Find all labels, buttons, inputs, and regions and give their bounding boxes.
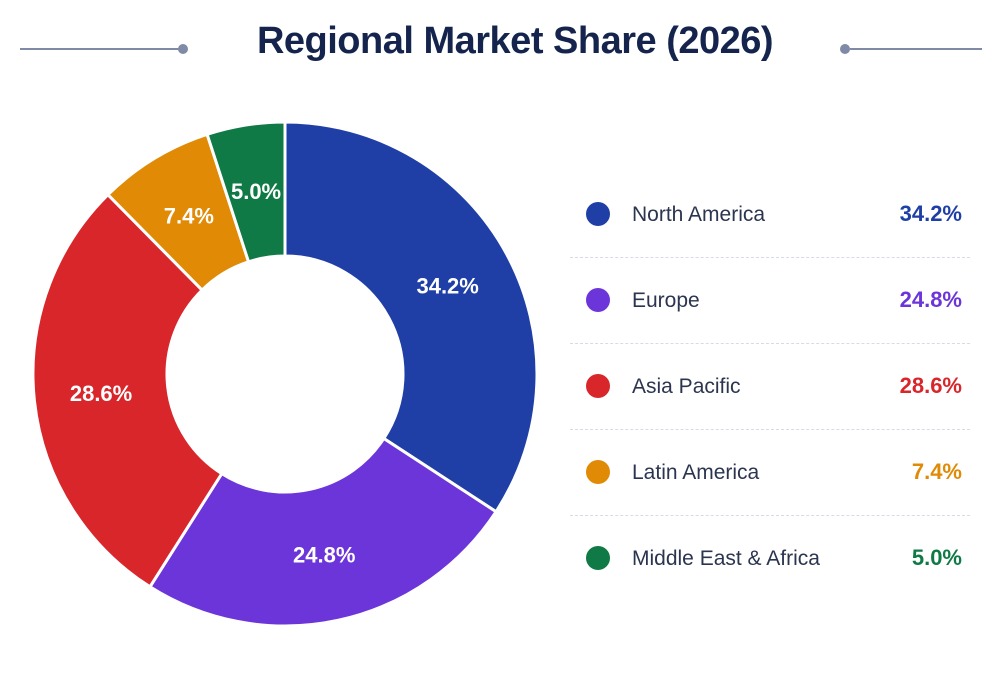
- legend-value: 34.2%: [899, 201, 962, 226]
- slice-value-label: 34.2%: [416, 273, 478, 298]
- legend-item: Asia Pacific 28.6%: [570, 344, 970, 430]
- title-decoration-line-right: [850, 48, 982, 50]
- legend-swatch: [586, 460, 610, 484]
- donut-slice-labels: 34.2% 24.8% 28.6% 7.4% 5.0%: [70, 179, 479, 568]
- slice-value-label: 7.4%: [164, 203, 214, 228]
- legend-item: Middle East & Africa 5.0%: [570, 516, 970, 602]
- legend-swatch: [586, 288, 610, 312]
- slice-value-label: 28.6%: [70, 381, 132, 406]
- title-decoration-line-left: [20, 48, 180, 50]
- legend-label: North America: [632, 203, 766, 226]
- donut-slice: [31, 192, 224, 589]
- legend-label: Europe: [632, 289, 700, 312]
- title-decoration-dot-left: [178, 44, 188, 54]
- donut-chart: 34.2% 24.8% 28.6% 7.4% 5.0%: [31, 120, 539, 628]
- legend-value: 28.6%: [899, 373, 962, 398]
- legend-label: Middle East & Africa: [632, 547, 820, 570]
- donut-slice: [205, 120, 287, 264]
- legend-label: Latin America: [632, 461, 760, 484]
- legend-label: Asia Pacific: [632, 375, 741, 398]
- chart-title: Regional Market Share (2026): [256, 20, 774, 62]
- legend-item: Latin America 7.4%: [570, 430, 970, 516]
- chart-header: Regional Market Share (2026): [0, 0, 1000, 100]
- legend-value: 7.4%: [911, 459, 962, 484]
- legend-item: Europe 24.8%: [570, 258, 970, 344]
- chart-legend: North America 34.2% Europe 24.8% Asia Pa…: [570, 172, 970, 602]
- legend-swatch: [586, 374, 610, 398]
- legend-item: North America 34.2%: [570, 172, 970, 258]
- legend-swatch: [586, 202, 610, 226]
- legend-value: 24.8%: [899, 287, 962, 312]
- title-decoration-dot-right: [840, 44, 850, 54]
- donut-slice: [147, 436, 499, 628]
- donut-slices: [31, 120, 539, 628]
- legend-value: 5.0%: [911, 545, 962, 570]
- slice-value-label: 24.8%: [293, 542, 355, 567]
- donut-slice: [283, 120, 539, 514]
- slice-value-label: 5.0%: [231, 179, 281, 204]
- legend-swatch: [586, 546, 610, 570]
